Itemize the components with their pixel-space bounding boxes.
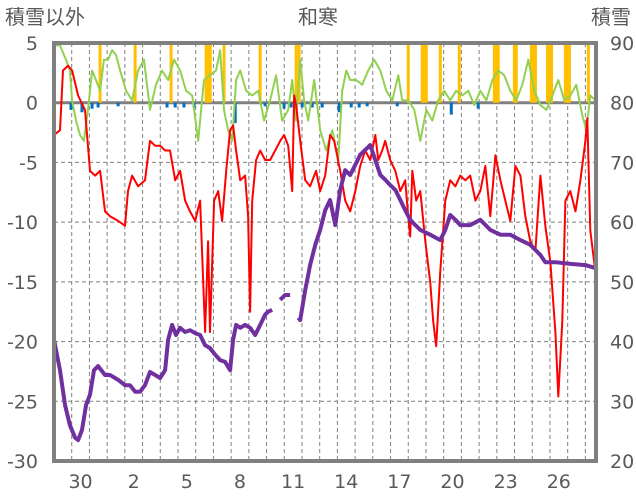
yellow-bar xyxy=(531,43,535,103)
blue-bar xyxy=(282,102,286,109)
yellow-bar xyxy=(133,43,137,103)
yellow-bar xyxy=(547,43,551,103)
yellow-bar xyxy=(563,43,567,103)
right-tick-label: 40 xyxy=(610,332,634,354)
blue-bar xyxy=(69,102,73,110)
left-tick-label: 0 xyxy=(26,93,38,115)
yellow-bar xyxy=(457,43,461,103)
blue-bar xyxy=(365,102,369,107)
left-tick-label: -20 xyxy=(7,332,38,354)
blue-bar xyxy=(337,102,341,113)
yellow-bar xyxy=(566,43,570,103)
bars xyxy=(69,43,590,124)
left-axis-label: 積雪以外 xyxy=(5,5,85,29)
yellow-bar xyxy=(420,43,424,103)
purple-series-line xyxy=(52,143,596,443)
blue-bar xyxy=(116,102,120,107)
blue-bar xyxy=(165,102,169,108)
blue-bar xyxy=(173,102,177,108)
yellow-bar xyxy=(424,43,428,103)
blue-bar xyxy=(96,102,100,108)
x-tick-label: 5 xyxy=(181,471,193,493)
right-tick-label: 30 xyxy=(610,391,634,413)
yellow-bar xyxy=(550,43,554,103)
x-tick-label: 23 xyxy=(494,471,518,493)
right-tick-label: 50 xyxy=(610,272,634,294)
yellow-bar xyxy=(496,43,500,103)
plot-frame xyxy=(52,41,598,463)
yellow-bar xyxy=(204,43,208,103)
left-tick-label: -30 xyxy=(7,451,38,473)
blue-bar xyxy=(320,102,324,108)
yellow-bar xyxy=(98,43,102,103)
blue-bar xyxy=(263,102,267,107)
yellow-bar xyxy=(206,43,210,103)
blue-bar xyxy=(233,102,237,124)
left-tick-label: -10 xyxy=(7,212,38,234)
x-tick-label: 2 xyxy=(128,471,140,493)
gridlines xyxy=(54,43,596,461)
right-axis-label: 積雪 xyxy=(591,5,631,29)
left-tick-label: 5 xyxy=(26,33,38,55)
blue-bar xyxy=(449,102,453,115)
right-tick-label: 20 xyxy=(610,451,634,473)
yellow-bar xyxy=(545,43,549,103)
yellow-bar xyxy=(208,43,212,103)
blue-bar xyxy=(182,102,186,108)
yellow-bar xyxy=(222,43,226,103)
yellow-bar xyxy=(586,43,590,103)
left-tick-label: -25 xyxy=(7,391,38,413)
right-tick-label: 70 xyxy=(610,152,634,174)
yellow-bar xyxy=(533,43,537,103)
right-tick-label: 90 xyxy=(610,33,634,55)
yellow-bar xyxy=(406,43,410,103)
yellow-bar xyxy=(512,43,516,103)
right-tick-label: 60 xyxy=(610,212,634,234)
yellow-bar xyxy=(258,43,262,103)
x-tick-label: 17 xyxy=(387,471,411,493)
blue-bar xyxy=(476,102,480,109)
x-tick-label: 14 xyxy=(334,471,358,493)
x-tick-label: 8 xyxy=(234,471,246,493)
blue-bar xyxy=(357,102,361,108)
x-tick-label: 11 xyxy=(281,471,305,493)
green-series-line xyxy=(54,44,596,161)
yellow-bar xyxy=(567,43,571,103)
blue-bar xyxy=(300,102,304,108)
blue-bar xyxy=(80,102,84,113)
x-tick-label: 30 xyxy=(68,471,92,493)
blue-bar xyxy=(349,102,353,108)
right-tick-label: 80 xyxy=(610,93,634,115)
yellow-bar xyxy=(422,43,426,103)
series-lines xyxy=(52,44,597,443)
yellow-bar xyxy=(514,43,518,103)
red-series-line xyxy=(53,64,597,398)
yellow-bar xyxy=(438,43,442,103)
yellow-bar xyxy=(294,43,298,103)
blue-bar xyxy=(90,102,94,109)
x-tick-label: 26 xyxy=(547,471,571,493)
blue-bar xyxy=(395,102,399,107)
left-tick-label: -15 xyxy=(7,272,38,294)
x-tick-label: 20 xyxy=(440,471,464,493)
left-tick-label: -5 xyxy=(19,152,38,174)
chart-title: 和寒 xyxy=(298,5,338,29)
blue-bar xyxy=(310,102,314,108)
blue-bar xyxy=(289,102,293,108)
yellow-bar xyxy=(492,43,496,103)
